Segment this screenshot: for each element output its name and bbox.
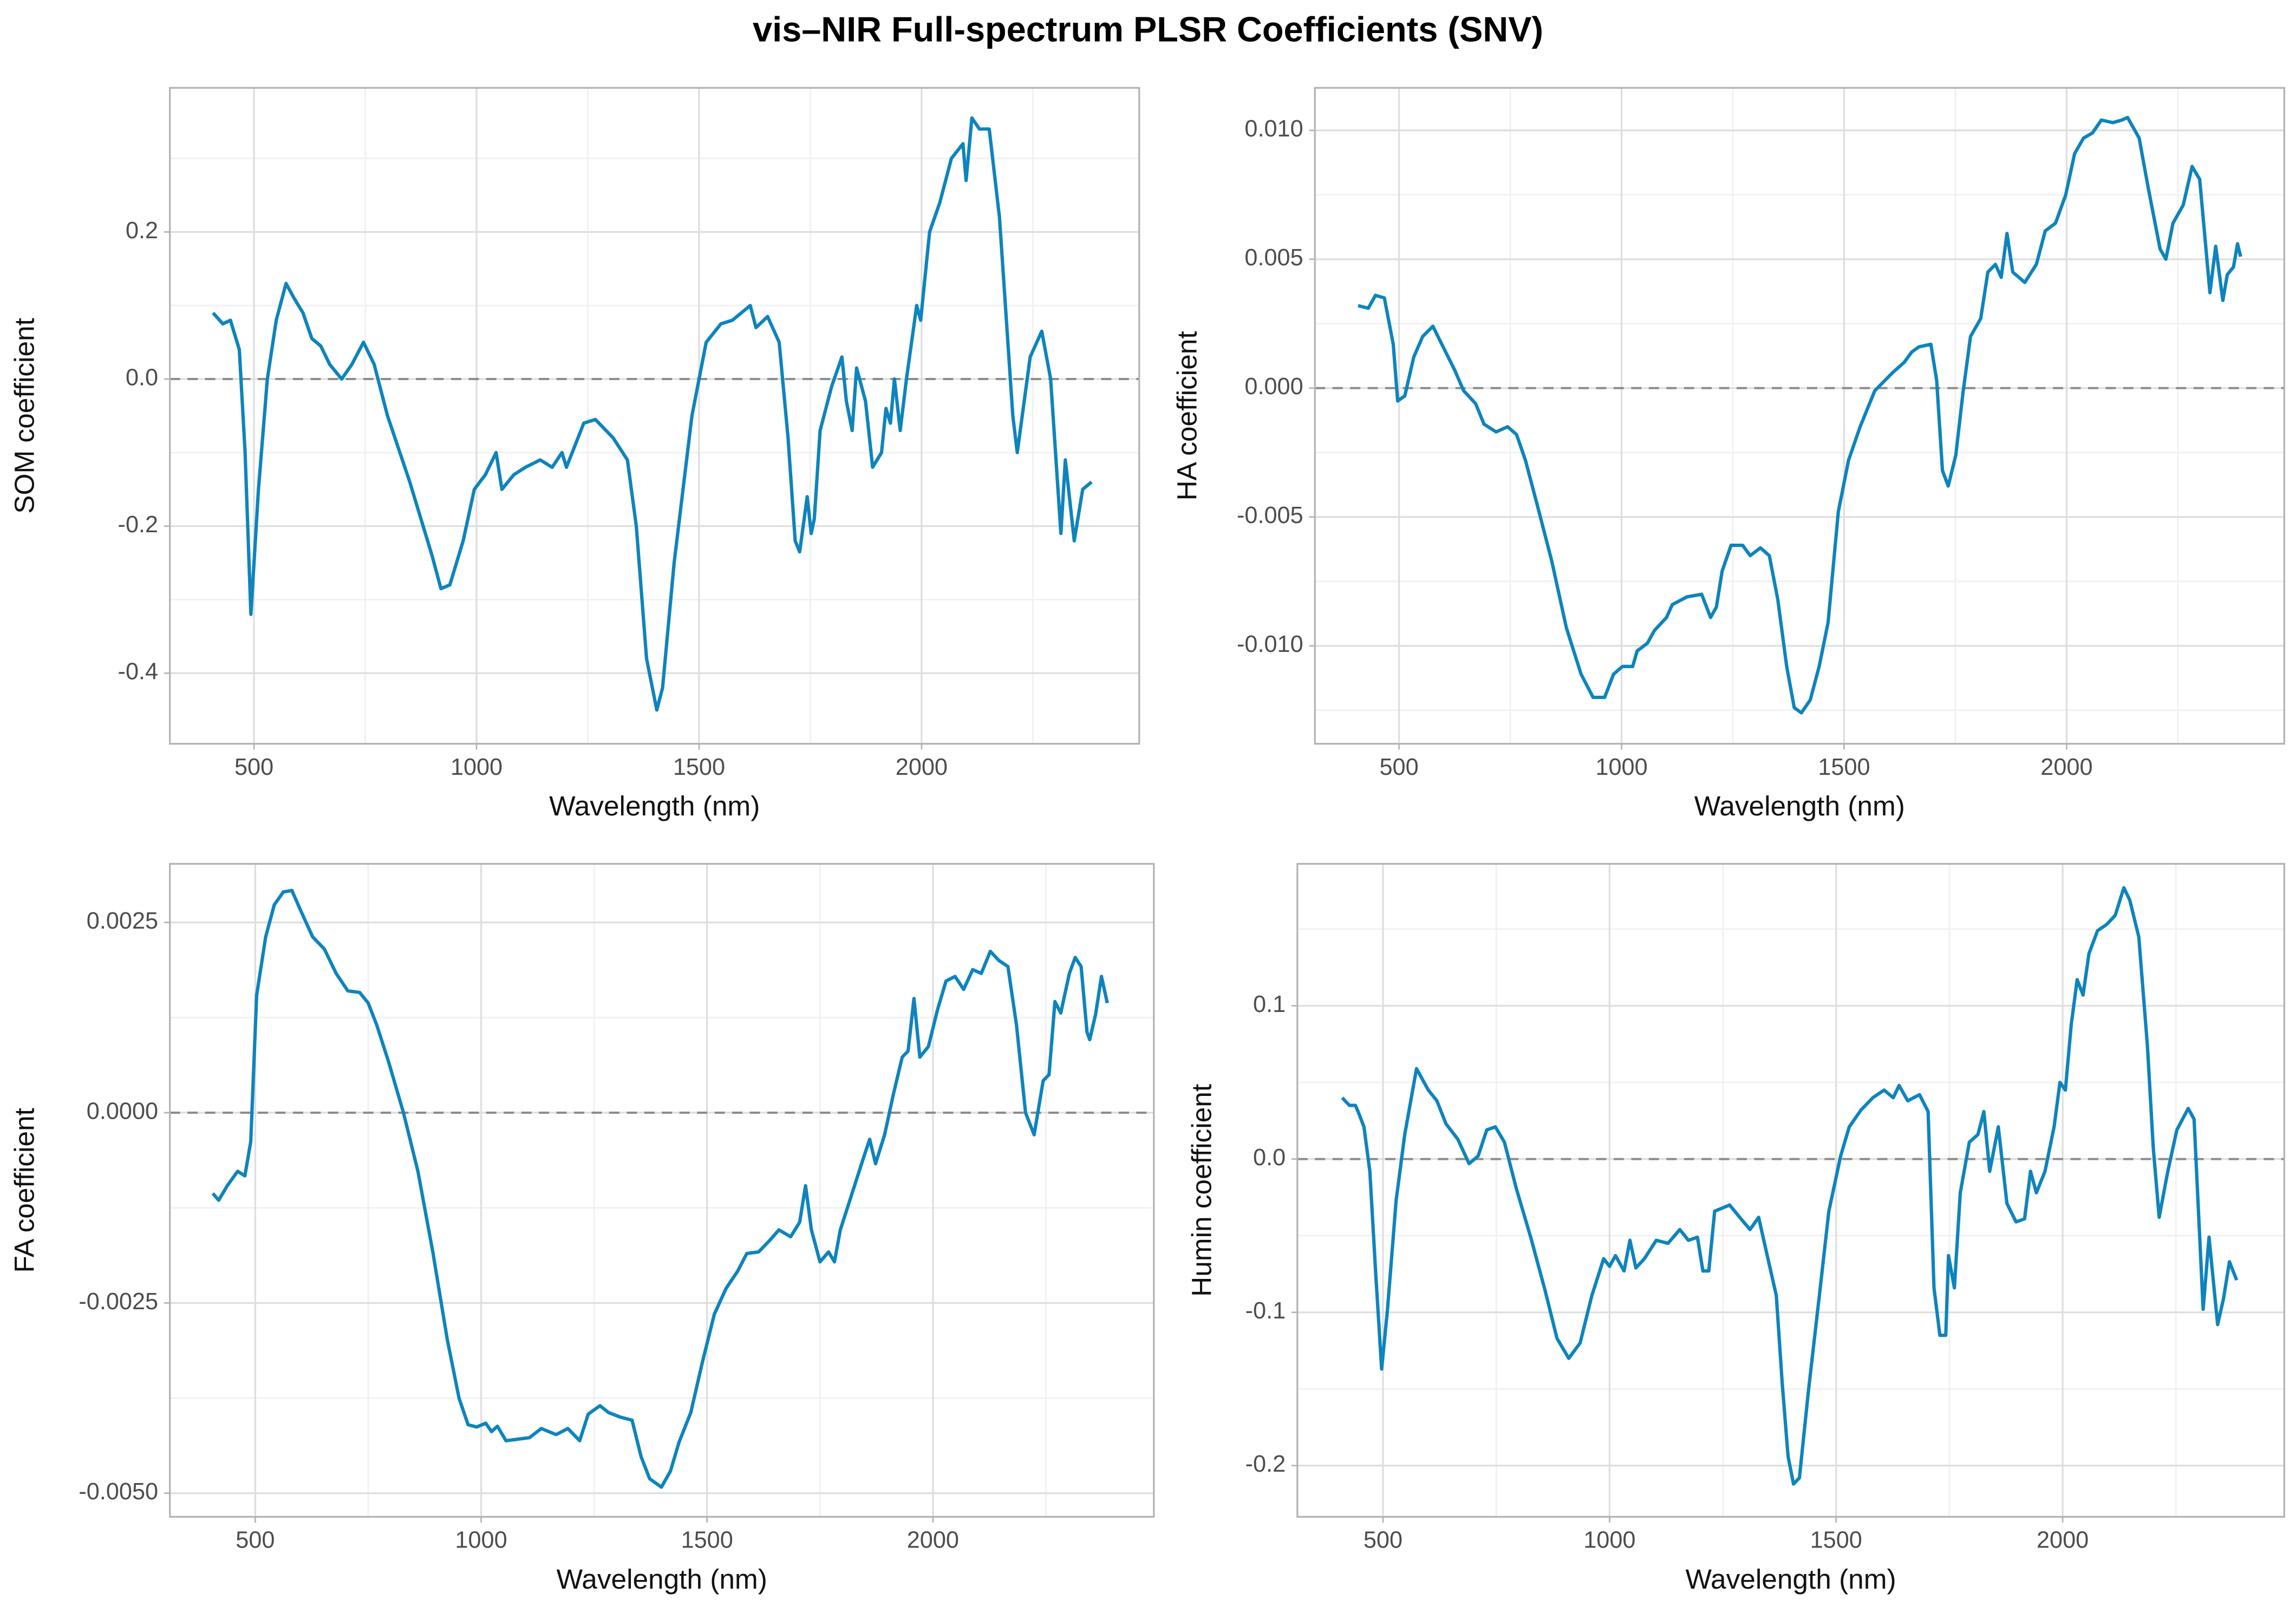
data-line bbox=[211, 889, 1109, 1489]
x-axis-title: Wavelength (nm) bbox=[557, 1563, 767, 1595]
y-tick-label: -0.0050 bbox=[79, 1479, 158, 1505]
panel: 500 1000 1500 2000 -0.010 -0.005 0.000 0.005 0.0… bbox=[1171, 87, 2285, 821]
x-tick-label: 500 bbox=[236, 1527, 275, 1553]
y-tick-label: 0.000 bbox=[1244, 374, 1303, 400]
data-line bbox=[1341, 886, 2239, 1486]
panel-border bbox=[169, 863, 1155, 1518]
y-axis-title: HA coefficient bbox=[1171, 331, 1202, 500]
y-axis-title: FA coefficient bbox=[8, 1108, 40, 1273]
x-tick-label: 2000 bbox=[2040, 754, 2092, 780]
x-tick-label: 2000 bbox=[896, 754, 948, 780]
x-tick-label: 500 bbox=[234, 754, 273, 780]
x-tick-label: 2000 bbox=[907, 1527, 959, 1553]
panel: 500 1000 1500 2000 -0.0050 -0.0025 0.0000 0.002… bbox=[8, 863, 1155, 1595]
y-tick-label: 0.0 bbox=[1253, 1145, 1286, 1171]
x-tick-label: 1000 bbox=[1583, 1527, 1635, 1553]
panel: 500 1000 1500 2000 -0.4 -0.2 0.0 0.2 Wavelength … bbox=[8, 87, 1140, 821]
x-tick-label: 1000 bbox=[455, 1527, 507, 1553]
y-tick-label: -0.010 bbox=[1237, 631, 1303, 657]
y-tick-label: -0.0025 bbox=[79, 1289, 158, 1315]
x-axis-title: Wavelength (nm) bbox=[1685, 1563, 1896, 1595]
y-tick-label: 0.0000 bbox=[87, 1098, 158, 1124]
y-tick-label: 0.1 bbox=[1253, 991, 1286, 1017]
x-axis-title: Wavelength (nm) bbox=[1694, 790, 1905, 821]
y-tick-label: -0.2 bbox=[1245, 1451, 1286, 1477]
y-tick-label: 0.005 bbox=[1244, 245, 1303, 271]
figure-title: vis–NIR Full-spectrum PLSR Coefficients … bbox=[753, 10, 1543, 49]
x-tick-label: 1500 bbox=[673, 754, 725, 780]
x-tick-label: 1500 bbox=[681, 1527, 733, 1553]
y-tick-label: -0.4 bbox=[118, 659, 159, 685]
y-axis-title: Humin coefficient bbox=[1185, 1084, 1217, 1297]
y-tick-label: -0.2 bbox=[118, 512, 159, 538]
x-tick-label: 500 bbox=[1380, 754, 1419, 780]
data-line bbox=[212, 116, 1093, 712]
panel-border bbox=[1296, 863, 2285, 1518]
x-tick-label: 1000 bbox=[1595, 754, 1647, 780]
panel-border bbox=[1314, 87, 2285, 745]
y-tick-label: -0.1 bbox=[1245, 1298, 1286, 1324]
y-tick-label: 0.0 bbox=[126, 364, 158, 390]
x-tick-label: 1500 bbox=[1810, 1527, 1862, 1553]
y-axis-title: SOM coefficient bbox=[8, 318, 40, 514]
data-line bbox=[1358, 115, 2242, 715]
x-axis-title: Wavelength (nm) bbox=[549, 790, 760, 821]
y-tick-label: 0.0025 bbox=[87, 908, 158, 934]
y-tick-label: 0.2 bbox=[126, 218, 158, 244]
y-tick-label: 0.010 bbox=[1244, 116, 1303, 142]
y-tick-label: -0.005 bbox=[1237, 502, 1303, 528]
x-tick-label: 1500 bbox=[1818, 754, 1870, 780]
x-tick-label: 500 bbox=[1364, 1527, 1403, 1553]
panel: 500 1000 1500 2000 -0.2 -0.1 0.0 0.1 Wavelength … bbox=[1185, 863, 2285, 1595]
panel-border bbox=[169, 87, 1140, 745]
x-tick-label: 2000 bbox=[2037, 1527, 2089, 1553]
x-tick-label: 1000 bbox=[451, 754, 503, 780]
